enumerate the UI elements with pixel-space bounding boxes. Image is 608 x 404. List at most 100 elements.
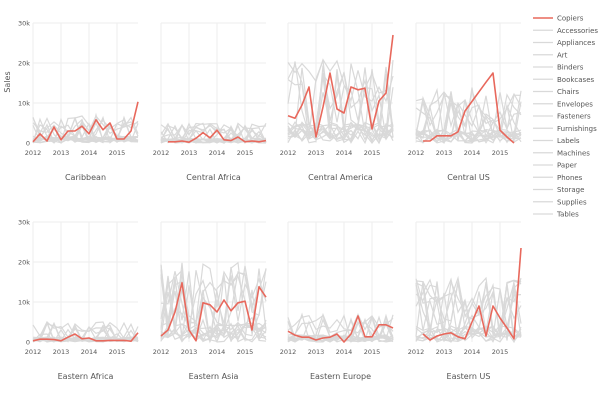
- series-line-chairs: [160, 122, 267, 143]
- series-line-tables: [287, 122, 394, 143]
- series-line-supplies: [160, 122, 267, 144]
- series-line-machines: [287, 63, 394, 132]
- legend-item-storage[interactable]: Storage: [533, 186, 584, 194]
- x-tick-label: 2014: [81, 149, 98, 157]
- x-tick-label: 2013: [436, 348, 453, 356]
- x-tick-label: 2014: [81, 348, 98, 356]
- x-tick-label: 2014: [336, 149, 353, 157]
- series-line-machines: [32, 321, 139, 342]
- legend-label: Phones: [557, 174, 583, 182]
- series-line-copiers: [423, 72, 515, 144]
- y-tick-label: 30k: [18, 219, 30, 227]
- x-tick-label: 2015: [364, 348, 381, 356]
- series-line-machines: [32, 116, 139, 144]
- panel-eastern-europe: 2012 2013 2014 2015 Eastern Europe: [280, 221, 394, 381]
- series-line-paper: [415, 87, 522, 143]
- legend-item-copiers[interactable]: Copiers: [533, 15, 584, 23]
- legend-item-envelopes[interactable]: Envelopes: [533, 100, 593, 108]
- series-line-tables: [415, 92, 522, 138]
- series-line-bookcases: [287, 123, 394, 142]
- series-line-copiers: [422, 247, 522, 341]
- y-tick-label: 30k: [18, 20, 30, 28]
- panel-eastern-asia: 2012 2013 2014 2015 Eastern Asia: [153, 221, 267, 381]
- x-tick-label: 2013: [181, 348, 198, 356]
- legend-item-art[interactable]: Art: [533, 51, 568, 59]
- panel-title: Central Africa: [186, 173, 241, 182]
- legend-item-machines[interactable]: Machines: [533, 149, 590, 157]
- legend-label: Binders: [557, 64, 584, 72]
- legend-item-bookcases[interactable]: Bookcases: [533, 76, 595, 84]
- series-line-tables: [160, 268, 267, 334]
- x-tick-label: 2014: [464, 348, 481, 356]
- legend-label: Chairs: [557, 88, 579, 96]
- series-line-supplies: [160, 285, 267, 343]
- panel-title: Eastern Africa: [58, 372, 114, 381]
- legend-item-fasteners[interactable]: Fasteners: [533, 113, 591, 121]
- x-tick-label: 2012: [280, 348, 297, 356]
- x-tick-label: 2013: [436, 149, 453, 157]
- x-tick-label: 2015: [237, 348, 254, 356]
- panel-title: Eastern US: [447, 372, 491, 381]
- series-line-supplies: [287, 122, 394, 141]
- legend-label: Paper: [557, 162, 577, 170]
- series-line-phones: [160, 123, 267, 143]
- series-line-storage: [415, 128, 522, 143]
- panel-central-africa: 2012 2013 2014 2015 Central Africa: [153, 22, 267, 182]
- x-tick-label: 2012: [153, 149, 170, 157]
- x-tick-label: 2013: [181, 149, 198, 157]
- legend-item-phones[interactable]: Phones: [533, 174, 583, 182]
- y-tick-label: 20k: [18, 60, 30, 68]
- x-tick-label: 2013: [53, 149, 70, 157]
- series-line-copiers: [32, 101, 139, 143]
- x-tick-label: 2015: [492, 149, 509, 157]
- legend-item-appliances[interactable]: Appliances: [533, 39, 595, 47]
- series-line-copiers: [160, 281, 267, 342]
- legend-item-furnishings[interactable]: Furnishings: [533, 125, 597, 133]
- legend-item-paper[interactable]: Paper: [533, 162, 577, 170]
- legend-label: Tables: [556, 211, 579, 219]
- legend-label: Bookcases: [557, 76, 595, 84]
- legend-item-labels[interactable]: Labels: [533, 137, 580, 145]
- x-tick-label: 2013: [308, 348, 325, 356]
- legend-label: Supplies: [557, 198, 587, 206]
- series-line-tables: [160, 124, 267, 145]
- y-tick-label: 0: [26, 140, 30, 148]
- legend-item-tables[interactable]: Tables: [533, 211, 579, 219]
- series-line-tables: [32, 136, 139, 144]
- x-tick-label: 2014: [336, 348, 353, 356]
- y-tick-label: 10k: [18, 299, 30, 307]
- panel-central-america: 2012 2013 2014 2015 Central America: [280, 22, 394, 182]
- legend-item-binders[interactable]: Binders: [533, 64, 584, 72]
- x-tick-label: 2014: [209, 348, 226, 356]
- x-tick-label: 2012: [25, 348, 42, 356]
- series-line-storage: [415, 281, 522, 342]
- series-line-copiers: [32, 332, 139, 343]
- panel-title: Eastern Europe: [310, 372, 371, 381]
- series-line-copiers: [168, 129, 267, 143]
- legend-label: Copiers: [557, 15, 584, 23]
- series-line-copiers: [287, 34, 394, 138]
- panel-caribbean: 0 10k 20k 30k 2012 2013 2014 2015 Caribbean: [18, 20, 139, 182]
- series-line-storage: [32, 118, 139, 143]
- legend-label: Fasteners: [557, 113, 591, 121]
- legend-label: Furnishings: [557, 125, 597, 133]
- legend-label: Storage: [557, 186, 584, 194]
- legend-item-accessories[interactable]: Accessories: [533, 27, 598, 35]
- x-tick-label: 2015: [492, 348, 509, 356]
- series-line-fasteners: [287, 312, 394, 344]
- y-axis-label: Sales: [3, 71, 12, 92]
- y-tick-label: 0: [26, 339, 30, 347]
- legend-item-chairs[interactable]: Chairs: [533, 88, 579, 96]
- y-tick-label: 20k: [18, 259, 30, 267]
- legend-label: Art: [557, 51, 568, 59]
- legend-label: Labels: [557, 137, 580, 145]
- y-tick-label: 10k: [18, 100, 30, 108]
- x-tick-label: 2012: [280, 149, 297, 157]
- legend-item-supplies[interactable]: Supplies: [533, 198, 587, 206]
- series-line-bookcases: [160, 289, 267, 342]
- x-tick-label: 2012: [408, 149, 425, 157]
- x-tick-label: 2013: [53, 348, 70, 356]
- panel-title: Caribbean: [65, 173, 106, 182]
- x-tick-label: 2015: [364, 149, 381, 157]
